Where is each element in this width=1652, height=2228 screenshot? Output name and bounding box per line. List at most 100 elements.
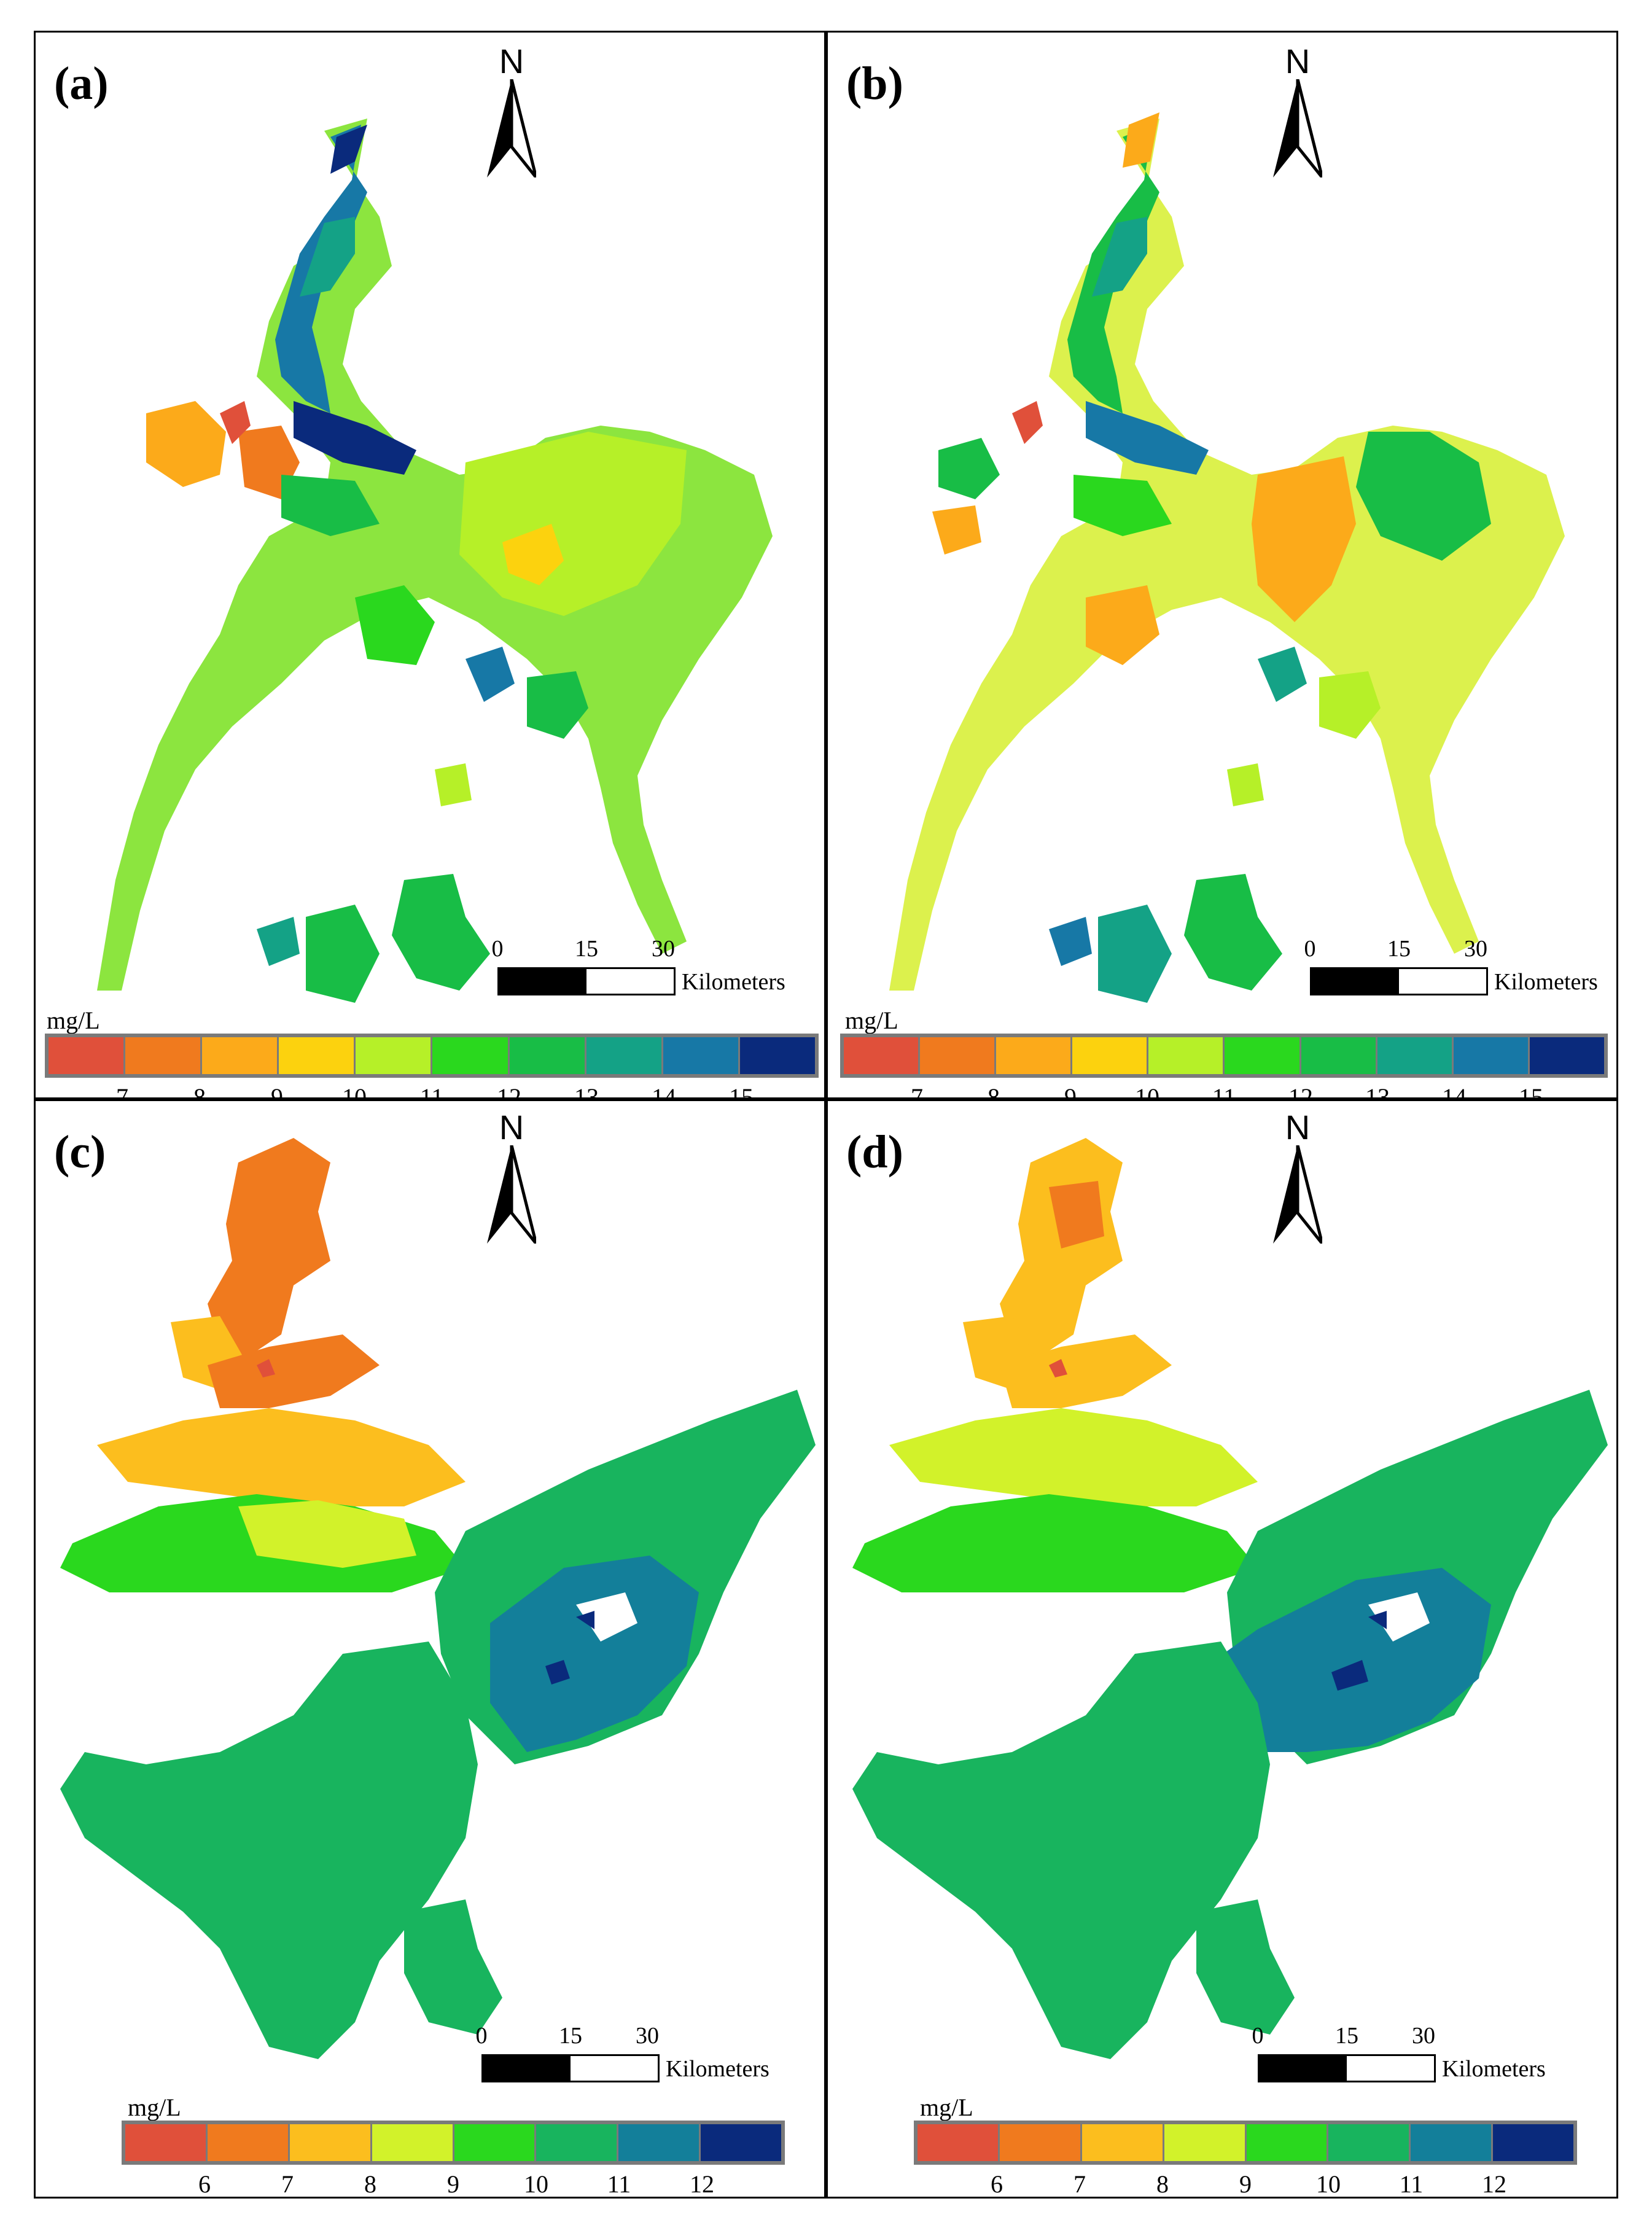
legend-tick-label: 7 <box>116 1083 128 1099</box>
legend-swatch-3 <box>1072 1037 1147 1074</box>
legend-tick-label: 7 <box>911 1083 923 1099</box>
legend-swatch-0 <box>49 1037 124 1074</box>
legend-tick-label: 15 <box>1519 1083 1543 1099</box>
map-panel-b: (b) N 0 15 30 Kilometers mg/L 7 8 9 10 11 12 1… <box>826 31 1618 1099</box>
north-arrow: N <box>478 1107 545 1248</box>
legend-swatch-7 <box>586 1037 661 1074</box>
legend-swatch-6 <box>1301 1037 1376 1074</box>
scale-tick-15: 15 <box>1335 2023 1358 2049</box>
concentration-map-d <box>852 1138 1608 2059</box>
panel-label: (a) <box>54 58 109 109</box>
legend-swatch-1 <box>207 2124 288 2161</box>
legend-unit-label: mg/L <box>920 2094 973 2121</box>
north-arrow-icon <box>487 79 536 177</box>
legend-tick-label: 8 <box>193 1083 206 1099</box>
scale-bar-graphic <box>1310 967 1488 995</box>
legend-swatch-0 <box>918 2124 998 2161</box>
map-panel-c: (c) N 0 15 30 Kilometers mg/L 6 7 8 9 10 11 12 <box>34 1099 826 2199</box>
legend-swatch-2 <box>996 1037 1071 1074</box>
north-arrow-icon <box>487 1145 536 1244</box>
concentration-map-b <box>889 112 1565 1003</box>
legend-swatch-2 <box>202 1037 278 1074</box>
legend-swatch-7 <box>1377 1037 1452 1074</box>
legend-tick-label: 8 <box>1156 2170 1169 2198</box>
scale-bar: 0 15 30 Kilometers <box>492 935 824 1015</box>
scale-tick-0: 0 <box>491 936 504 962</box>
legend-swatch-6 <box>509 1037 585 1074</box>
panel-label: (c) <box>54 1126 106 1178</box>
scale-bar: 0 15 30 Kilometers <box>1252 2022 1602 2102</box>
legend-swatch-6 <box>618 2124 699 2161</box>
legend-tick-label: 9 <box>1064 1083 1077 1099</box>
scale-unit: Kilometers <box>1442 2056 1546 2082</box>
scale-tick-15: 15 <box>559 2023 582 2049</box>
scale-tick-30: 30 <box>1412 2023 1435 2049</box>
legend-swatch-2 <box>289 2124 370 2161</box>
legend-swatch-0 <box>844 1037 919 1074</box>
panel-label: (b) <box>846 58 903 109</box>
legend-tick-label: 10 <box>1316 2170 1341 2198</box>
legend-tick-label: 7 <box>281 2170 294 2198</box>
legend-tick-label: 15 <box>729 1083 754 1099</box>
legend-tick-label: 9 <box>271 1083 283 1099</box>
scale-tick-0: 0 <box>1252 2023 1264 2049</box>
legend-tick-label: 10 <box>342 1083 367 1099</box>
legend-tick-label: 10 <box>524 2170 548 2198</box>
legend-tick-label: 6 <box>198 2170 211 2198</box>
color-legend <box>122 2121 785 2165</box>
legend-swatch-5 <box>1225 1037 1299 1074</box>
legend-swatch-5 <box>536 2124 617 2161</box>
legend-swatch-4 <box>454 2124 535 2161</box>
scale-bar-graphic <box>481 2054 660 2082</box>
legend-swatch-3 <box>372 2124 453 2161</box>
north-arrow-icon <box>1273 79 1322 177</box>
legend-swatch-3 <box>279 1037 354 1074</box>
legend-tick-label: 6 <box>991 2170 1003 2198</box>
legend-swatch-5 <box>432 1037 508 1074</box>
north-arrow: N <box>478 41 545 182</box>
north-arrow: N <box>1264 41 1331 182</box>
color-legend <box>840 1034 1608 1078</box>
legend-tick-label: 12 <box>1482 2170 1506 2198</box>
legend-swatch-7 <box>701 2124 781 2161</box>
scale-unit: Kilometers <box>1494 969 1598 995</box>
legend-tick-label: 12 <box>497 1083 521 1099</box>
north-label: N <box>1285 1108 1311 1147</box>
legend-tick-label: 8 <box>364 2170 376 2198</box>
legend-unit-label: mg/L <box>128 2094 181 2121</box>
map-panel-d: (d) N 0 15 30 Kilometers mg/L 6 7 8 9 10 11 12 <box>826 1099 1618 2199</box>
scale-unit: Kilometers <box>666 2056 770 2082</box>
legend-swatch-9 <box>739 1037 815 1074</box>
scale-unit: Kilometers <box>682 969 785 995</box>
legend-swatch-6 <box>1411 2124 1492 2161</box>
panel-label: (d) <box>846 1126 903 1178</box>
legend-tick-label: 14 <box>652 1083 676 1099</box>
legend-swatch-4 <box>1148 1037 1223 1074</box>
legend-swatch-8 <box>663 1037 738 1074</box>
north-label: N <box>499 42 524 80</box>
legend-swatch-1 <box>125 1037 201 1074</box>
legend-swatch-9 <box>1529 1037 1604 1074</box>
concentration-map-c <box>60 1138 816 2059</box>
legend-tick-label: 11 <box>607 2170 631 2198</box>
legend-swatch-0 <box>125 2124 206 2161</box>
legend-unit-label: mg/L <box>845 1007 898 1034</box>
legend-tick-label: 14 <box>1442 1083 1467 1099</box>
scale-tick-30: 30 <box>652 936 675 962</box>
map-panel-a: (a) N 0 15 30 Kilometers mg/L 7 8 9 10 11 12 1… <box>34 31 826 1099</box>
legend-tick-label: 12 <box>1288 1083 1313 1099</box>
legend-swatch-4 <box>356 1037 431 1074</box>
legend-swatch-5 <box>1328 2124 1409 2161</box>
legend-swatch-8 <box>1453 1037 1528 1074</box>
legend-tick-label: 9 <box>1239 2170 1252 2198</box>
legend-tick-label: 11 <box>1399 2170 1424 2198</box>
legend-swatch-7 <box>1493 2124 1573 2161</box>
legend-tick-label: 7 <box>1073 2170 1086 2198</box>
legend-tick-label: 11 <box>1212 1083 1236 1099</box>
scale-tick-0: 0 <box>1304 936 1316 962</box>
legend-swatch-1 <box>920 1037 995 1074</box>
scale-bar-graphic <box>1258 2054 1436 2082</box>
color-legend <box>45 1034 819 1078</box>
legend-swatch-2 <box>1081 2124 1163 2161</box>
scale-tick-15: 15 <box>575 936 598 962</box>
